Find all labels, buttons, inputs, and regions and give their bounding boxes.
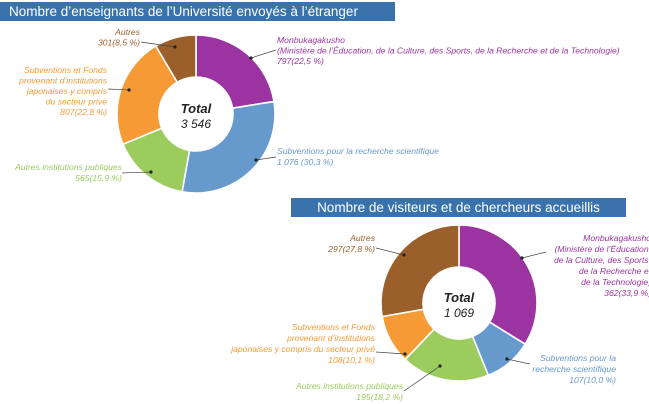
chart1-label-autres-line: 301(8,5 %) [98,38,140,48]
chart1-leader-dot-fonds [127,88,131,92]
chart1-leader-dot-autres [173,45,177,49]
chart1-label-fonds-line: japonaises y compris [26,86,108,96]
chart1-slice-autres [154,34,197,84]
chart2-title: Nombre de visiteurs et de chercheurs acc… [291,198,626,217]
chart2-slice-monbu [458,224,538,346]
chart1-center-value: 3 546 [181,117,211,131]
chart2-center-value: 1 069 [444,306,474,320]
chart1-label-recherche-line: 1 076 (30,3 %) [277,157,334,167]
chart2-label-fonds-line: japonaises y compris du secteur privé [230,344,375,354]
chart2-label-monbu-line: de la Culture, des Sports, [554,255,649,265]
chart2-leader-dot-autres [402,253,406,257]
chart1-title: Nombre d’enseignants de l’Université env… [0,2,395,21]
chart2-label-recherche-line: Subventions pour la [540,353,616,363]
chart2-label-monbu-line: 362(33,9 %) [604,288,649,298]
chart2-label-monbu-line: de la Recherche et [579,266,649,276]
chart2-leader-recherche [506,358,531,365]
chart2-leader-monbu [521,251,547,259]
chart1-leader-monbu [250,49,277,59]
chart1-label-publiques-line: 565(15,9 %) [75,173,122,183]
chart2-label-recherche: Subventions pour la recherche scientifiqu… [532,353,616,385]
chart1-leader-dot-monbu [249,56,253,60]
chart1-leader-autres [140,41,176,48]
chart1-label-fonds-line: provenant d’institutions [18,76,108,86]
chart2-leader-publiques [403,365,441,392]
chart2-leader-dot-publiques [438,364,442,368]
chart1-leader-recherche [255,156,277,161]
chart1-slice-recherche [181,100,276,194]
chart1-label-monbu-line: Monbukagakusho [277,35,345,45]
chart2-label-monbu: Monbukagakusho (Ministère de l’Éducation,… [554,233,649,298]
chart2-leader-autres [375,247,405,256]
chart1-leader-publiques [121,171,152,174]
chart1-label-fonds: Subventions et Fonds provenant d’institut… [18,65,108,117]
chart2-label-publiques-line: Autres institutions publiques [295,381,404,391]
chart2-leader-dot-monbu [520,256,524,260]
chart1-label-publiques: Autres institutions publiques 565(15,9 %) [14,162,123,183]
chart2-label-monbu-line: Monbukagakusho [583,233,649,243]
chart1-center-title: Total [181,101,212,116]
chart2-label-autres-line: Autres [349,233,376,243]
chart2-slice-autres [380,224,460,318]
chart2-label-fonds-line: 108(10,1 %) [328,355,375,365]
chart1-label-monbu-line: 797(22,5 %) [277,56,324,66]
chart1-label-fonds-line: 807(22,8 %) [60,107,107,117]
chart2-label-autres-line: 297(27,8 %) [327,244,375,254]
chart1-label-autres: Autres 301(8,5 %) [98,27,141,48]
chart1-label-fonds-line: Subventions et Fonds [24,65,108,75]
chart2-center-title: Total [444,290,475,305]
chart2-leader-dot-recherche [505,357,509,361]
chart2-label-monbu-line: de la Technologie) [581,277,649,287]
chart1-leader-fonds [107,88,130,91]
chart1-label-fonds-line: du secteur privé [46,97,107,107]
chart2-label-fonds: Subventions et Fonds provenant d’institut… [230,322,375,365]
chart1-label-autres-line: Autres [114,27,141,37]
chart1-label-publiques-line: Autres institutions publiques [14,162,123,172]
chart2-label-publiques: Autres institutions publiques 195(18,2 %) [295,381,404,402]
chart1-slice-fonds [116,44,179,146]
chart1-label-recherche: Subventions pour la recherche scientifiq… [277,146,439,167]
chart1-leader-dot-publiques [149,170,153,174]
chart2-leader-dot-fonds [403,352,407,356]
chart2-label-fonds-line: Subventions et Fonds [292,322,376,332]
chart1-leader-dot-recherche [254,158,258,162]
chart1-slice-monbu [195,34,275,110]
chart1-label-monbu-line: (Ministère de l’Éducation, de la Culture… [277,46,620,56]
chart2-label-autres: Autres 297(27,8 %) [327,233,376,254]
chart2-label-recherche-line: 107(10,0 %) [569,375,616,385]
chart2-label-fonds-line: provenant d’institutions [286,333,376,343]
chart1-label-recherche-line: Subventions pour la recherche scientifiq… [277,146,439,156]
chart2-label-monbu-line: (Ministère de l’Éducation, [555,244,649,254]
chart2-label-recherche-line: recherche scientifique [532,364,616,374]
chart2-label-publiques-line: 195(18,2 %) [356,392,403,402]
chart2-leader-fonds [375,351,406,355]
chart1-label-monbu: Monbukagakusho (Ministère de l’Éducation,… [277,35,620,66]
